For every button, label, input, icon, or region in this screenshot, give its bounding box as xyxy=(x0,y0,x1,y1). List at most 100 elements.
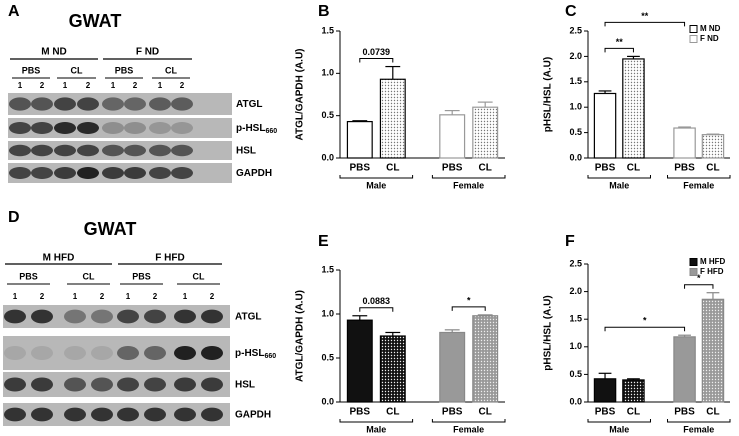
group-bracket xyxy=(339,175,414,179)
blot-band xyxy=(64,309,86,324)
lane-number: 2 xyxy=(210,292,215,301)
blot-band xyxy=(102,144,124,157)
significance-label: ** xyxy=(616,37,624,47)
treatment-label: CL xyxy=(83,271,95,281)
group-label: F ND xyxy=(136,47,159,58)
row-label-main: GAPDH xyxy=(236,168,272,179)
group-label: Male xyxy=(609,424,629,434)
bar xyxy=(472,315,499,403)
blot-band xyxy=(149,122,171,134)
lane-number: 1 xyxy=(18,81,23,90)
x-tick-label: CL xyxy=(386,163,399,174)
blot-band xyxy=(31,309,53,324)
lane-number: 2 xyxy=(133,81,138,90)
bar xyxy=(622,379,645,403)
x-tick-label: PBS xyxy=(442,407,463,418)
x-tick-label: PBS xyxy=(595,407,616,418)
y-tick-label: 0.5 xyxy=(321,110,334,120)
group-bracket xyxy=(431,175,506,179)
lane-number: 2 xyxy=(40,81,45,90)
blot-band xyxy=(144,407,166,422)
blot-band xyxy=(91,346,113,360)
panel-letter: D xyxy=(8,209,20,226)
blot-band xyxy=(102,167,124,179)
y-tick-label: 0.5 xyxy=(321,352,334,362)
row-label: p-HSL660 xyxy=(236,123,277,135)
y-tick-label: 1.0 xyxy=(569,341,582,351)
significance-bracket xyxy=(451,306,486,311)
blot-band xyxy=(91,309,113,324)
blot-band xyxy=(31,122,53,134)
blot-band xyxy=(124,144,146,157)
blot-band xyxy=(9,167,31,179)
treatment-label: CL xyxy=(165,65,177,75)
group-bracket xyxy=(587,419,651,423)
row-label-main: ATGL xyxy=(236,99,262,110)
row-label-sub: 660 xyxy=(264,353,276,360)
group-label: Female xyxy=(453,180,484,190)
significance-bracket xyxy=(359,307,394,312)
group-label: Male xyxy=(609,180,629,190)
panel-letter: A xyxy=(8,3,20,20)
blot-band xyxy=(144,309,166,324)
y-tick-label: 2.5 xyxy=(569,258,582,268)
x-tick-label: PBS xyxy=(595,163,616,174)
blot-band xyxy=(31,377,53,392)
significance-bracket xyxy=(604,47,634,53)
blot-band xyxy=(171,167,193,179)
lane-number: 1 xyxy=(13,292,18,301)
y-tick-label: 0.0 xyxy=(321,152,334,162)
blot-band xyxy=(9,97,31,111)
group-label: M HFD xyxy=(43,253,75,264)
lane-number: 1 xyxy=(73,292,78,301)
blot-band xyxy=(91,407,113,422)
significance-label: * xyxy=(643,316,647,326)
blot-band xyxy=(64,377,86,392)
blot-band xyxy=(171,144,193,157)
row-label: HSL xyxy=(235,379,255,390)
y-tick-label: 2.5 xyxy=(569,25,582,35)
panel-letter: C xyxy=(565,3,577,20)
group-label: Male xyxy=(366,424,386,434)
blot-band xyxy=(124,97,146,111)
treatment-label: CL xyxy=(193,271,205,281)
y-tick-label: 1.5 xyxy=(569,314,582,324)
legend-label: F HFD xyxy=(700,267,724,276)
blot-strip xyxy=(3,403,230,426)
blot-band xyxy=(77,97,99,111)
lane-number: 1 xyxy=(63,81,68,90)
treatment-label: PBS xyxy=(19,271,38,281)
group-label: Male xyxy=(366,180,386,190)
legend-label: M HFD xyxy=(700,257,726,266)
blot-band xyxy=(91,377,113,392)
y-tick-label: 1.5 xyxy=(569,76,582,86)
y-tick-label: 1.0 xyxy=(321,308,334,318)
blot-band xyxy=(124,122,146,134)
significance-bracket xyxy=(604,326,686,332)
blot-band xyxy=(171,97,193,111)
significance-bracket xyxy=(604,21,686,27)
y-tick-label: 0.0 xyxy=(321,396,334,406)
row-label-main: HSL xyxy=(235,379,255,390)
y-tick-label: 1.5 xyxy=(321,264,334,274)
blot-band xyxy=(31,97,53,111)
blot-band xyxy=(201,309,223,324)
y-tick-label: 0.0 xyxy=(569,396,582,406)
blot-band xyxy=(9,122,31,134)
legend-swatch xyxy=(689,25,698,33)
group-label: F HFD xyxy=(155,253,184,264)
blot-band xyxy=(54,144,76,157)
blot-band xyxy=(201,346,223,360)
blot-title: GWAT xyxy=(69,11,122,31)
blot-band xyxy=(4,309,26,324)
blot-band xyxy=(31,346,53,360)
row-label-sub: 660 xyxy=(265,128,277,135)
y-axis-label: pHSL/HSL (A.U) xyxy=(543,57,554,132)
treatment-label: PBS xyxy=(22,65,41,75)
y-tick-label: 0.5 xyxy=(569,369,582,379)
blot-band xyxy=(102,122,124,134)
row-label-main: ATGL xyxy=(235,311,261,322)
blot-band xyxy=(64,407,86,422)
bar xyxy=(379,78,406,159)
group-bracket xyxy=(667,419,731,423)
